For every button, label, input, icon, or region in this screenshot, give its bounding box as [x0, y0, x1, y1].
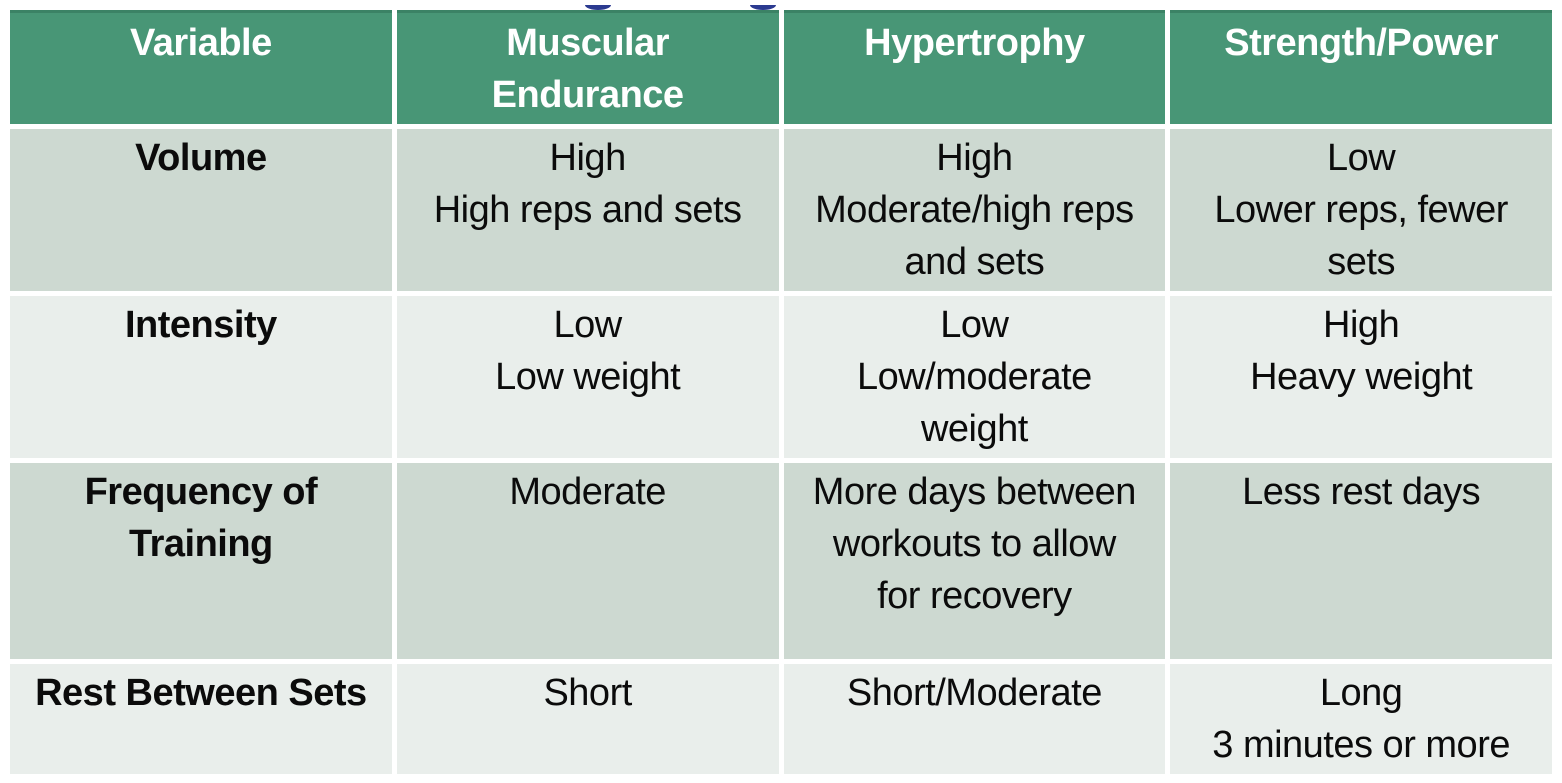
cell-volume-strength-power: Low Lower reps, fewer sets — [1170, 129, 1552, 291]
cell-volume-hypertrophy: High Moderate/high reps and sets — [783, 129, 1166, 291]
header-cell-variable: Variable — [10, 10, 392, 124]
training-variables-comparison-table: Variable Muscular Endurance Hypertrophy S… — [5, 5, 1557, 779]
cell-intensity-muscular-endurance: Low Low weight — [396, 296, 779, 458]
cell-rest-hypertrophy: Short/Moderate — [783, 664, 1166, 774]
row-label-frequency: Frequency of Training — [10, 463, 392, 659]
table-row-frequency: Frequency of Training Moderate More days … — [10, 463, 1552, 659]
row-label-rest-between-sets: Rest Between Sets — [10, 664, 392, 774]
cell-volume-muscular-endurance: High High reps and sets — [396, 129, 779, 291]
cropped-title-descender-icon — [585, 5, 611, 10]
header-cell-hypertrophy: Hypertrophy — [783, 10, 1166, 124]
cell-intensity-strength-power: High Heavy weight — [1170, 296, 1552, 458]
table-header-row: Variable Muscular Endurance Hypertrophy S… — [10, 10, 1552, 124]
slide-canvas: { "theme": { "header_bg": "#489676", "he… — [0, 5, 1562, 783]
table-row-intensity: Intensity Low Low weight Low Low/moderate w… — [10, 296, 1552, 458]
cell-frequency-hypertrophy: More days between workouts to allow for re… — [783, 463, 1166, 659]
header-cell-muscular-endurance: Muscular Endurance — [396, 10, 779, 124]
cell-frequency-strength-power: Less rest days — [1170, 463, 1552, 659]
cell-intensity-hypertrophy: Low Low/moderate weight — [783, 296, 1166, 458]
row-label-intensity: Intensity — [10, 296, 392, 458]
cell-rest-muscular-endurance: Short — [396, 664, 779, 774]
cell-rest-strength-power: Long 3 minutes or more — [1170, 664, 1552, 774]
table-row-volume: Volume High High reps and sets High Modera… — [10, 129, 1552, 291]
cropped-title-descender-icon — [750, 5, 776, 10]
cell-frequency-muscular-endurance: Moderate — [396, 463, 779, 659]
header-cell-strength-power: Strength/Power — [1170, 10, 1552, 124]
row-label-volume: Volume — [10, 129, 392, 291]
table-row-rest-between-sets: Rest Between Sets Short Short/Moderate L… — [10, 664, 1552, 774]
